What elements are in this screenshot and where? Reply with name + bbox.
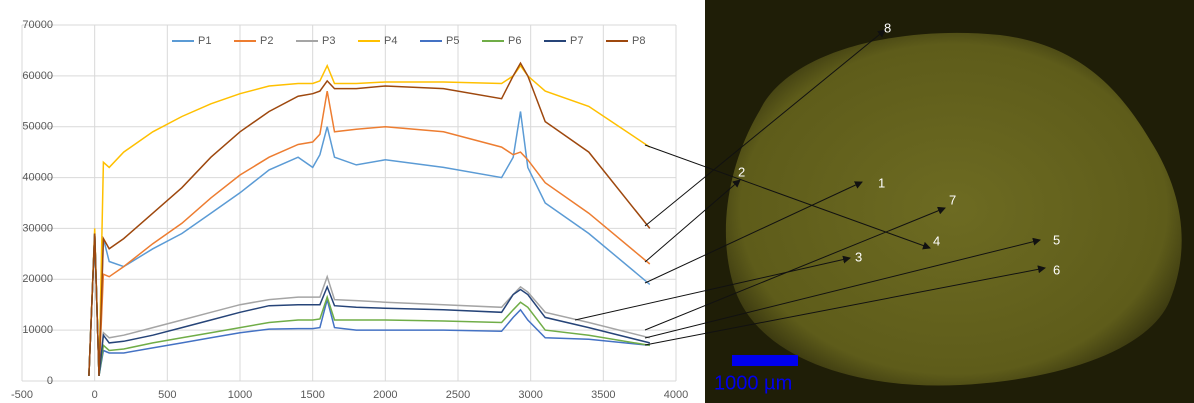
series-line [88, 61, 651, 376]
y-tick-label: 0 [47, 375, 53, 387]
x-tick-label: 500 [158, 389, 176, 401]
series-line [88, 233, 650, 377]
x-tick-label: 3500 [591, 389, 615, 401]
point-label: 8 [884, 20, 891, 35]
sample [725, 32, 1182, 386]
arrows [574, 29, 1046, 346]
point-label: 3 [855, 249, 862, 264]
x-tick-label: 1500 [300, 389, 324, 401]
x-tick-label: 3000 [518, 389, 542, 401]
point-label: 7 [949, 192, 956, 207]
arrow [644, 179, 741, 263]
legend-label: P5 [446, 35, 459, 47]
point-label: 4 [933, 233, 940, 248]
arrow [644, 29, 886, 227]
y-tick-label: 30000 [22, 222, 53, 234]
legend-label: P7 [570, 35, 583, 47]
chart: 010000200003000040000500006000070000-500… [11, 19, 688, 401]
arrow [644, 181, 863, 284]
point-label: 5 [1053, 232, 1060, 247]
point-label: 2 [738, 164, 745, 179]
x-tick-label: 2000 [373, 389, 397, 401]
micrograph [705, 0, 1194, 403]
arrow [644, 265, 1046, 346]
y-tick-label: 10000 [22, 324, 53, 336]
arrow [644, 144, 931, 250]
arrow [574, 255, 851, 321]
series-line [88, 63, 651, 376]
x-tick-label: 4000 [664, 389, 688, 401]
x-tick-label: 1000 [228, 389, 252, 401]
legend-label: P2 [260, 35, 273, 47]
point-label: 6 [1053, 262, 1060, 277]
arrow [644, 237, 1041, 339]
legend-label: P3 [322, 35, 335, 47]
y-tick-label: 70000 [22, 19, 53, 31]
series-line [88, 233, 650, 376]
series-line [88, 90, 651, 376]
legend-label: P1 [198, 35, 211, 47]
series-line [88, 233, 650, 377]
arrow [644, 206, 946, 331]
y-tick-label: 60000 [22, 70, 53, 82]
point-label: 1 [878, 175, 885, 190]
y-tick-label: 40000 [22, 171, 53, 183]
y-tick-label: 50000 [22, 121, 53, 133]
scale-bar [732, 355, 798, 366]
scale-bar-label: 1000 µm [714, 372, 792, 394]
x-tick-label: -500 [11, 389, 33, 401]
legend-label: P4 [384, 35, 397, 47]
x-tick-label: 0 [92, 389, 98, 401]
x-tick-label: 2500 [446, 389, 470, 401]
series-line [88, 233, 650, 376]
legend-label: P8 [632, 35, 645, 47]
series-line [88, 111, 651, 376]
legend-label: P6 [508, 35, 521, 47]
y-tick-label: 20000 [22, 273, 53, 285]
